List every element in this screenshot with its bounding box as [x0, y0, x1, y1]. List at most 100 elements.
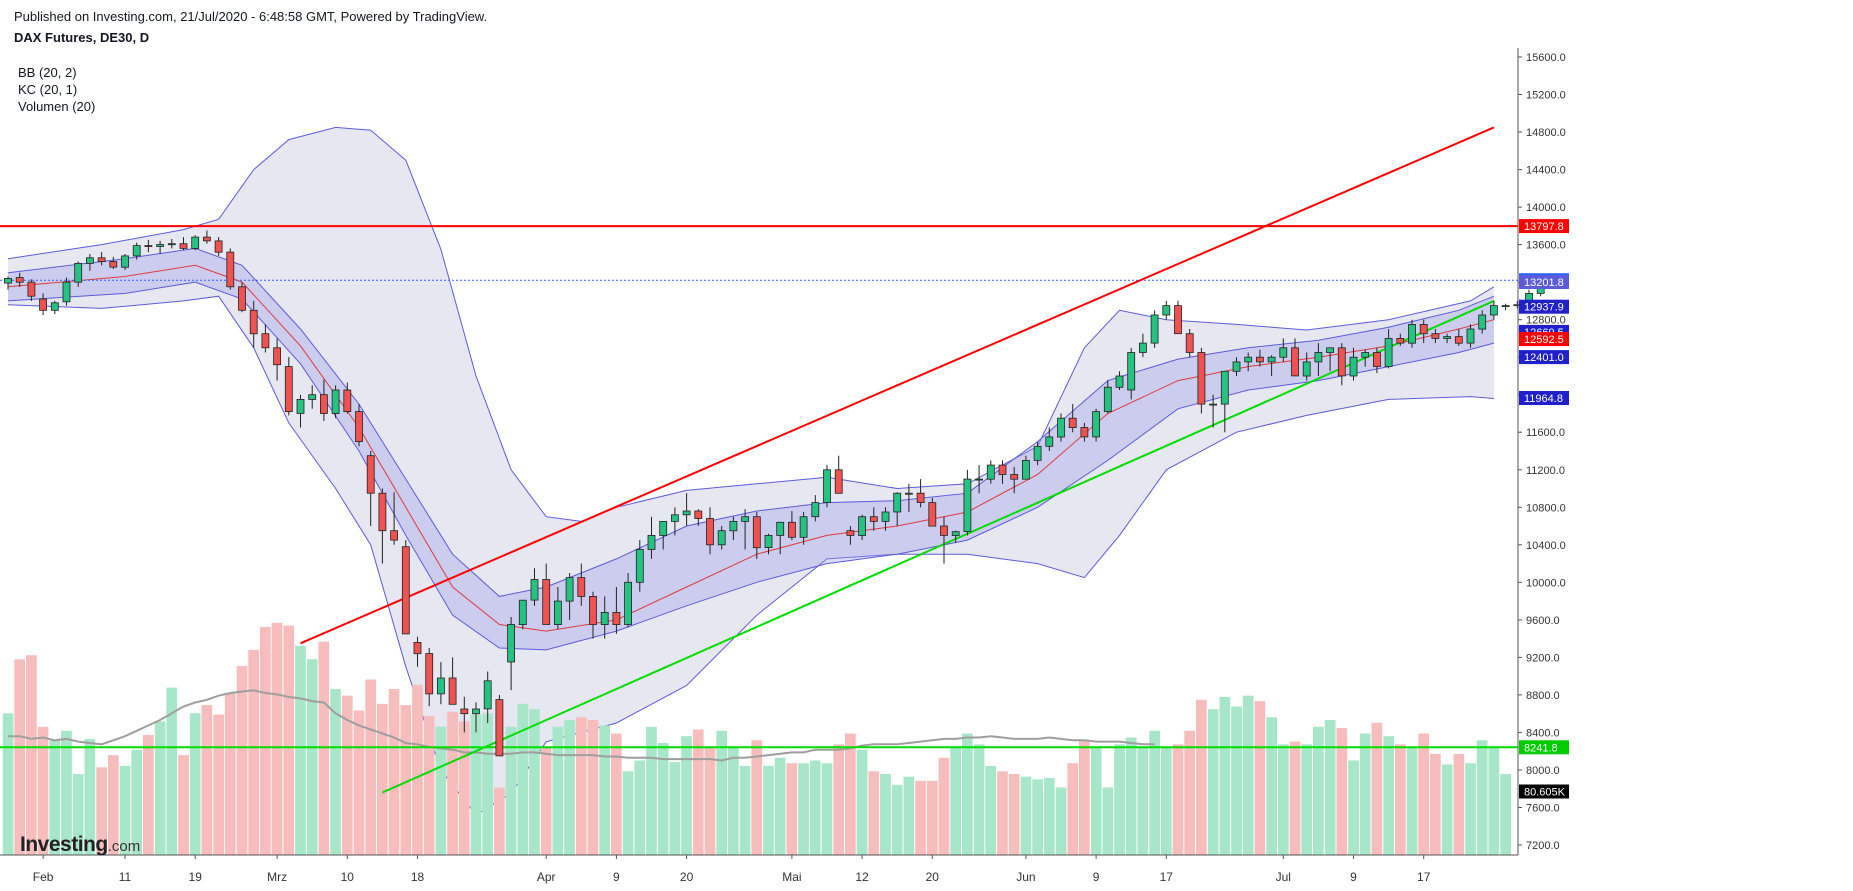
time-tick-label: 9 — [613, 870, 620, 884]
candle-body — [355, 411, 363, 443]
candle — [834, 455, 843, 494]
volume-bar — [377, 703, 388, 855]
candle — [1256, 349, 1264, 367]
volume-bar — [143, 734, 154, 856]
candle-body — [1501, 305, 1510, 308]
candle — [495, 694, 504, 757]
candle — [881, 507, 890, 531]
candle — [752, 512, 761, 559]
price-tick-label: 8400.0 — [1526, 727, 1560, 739]
bollinger-upper-line — [7, 126, 1495, 522]
volume-bar — [1114, 744, 1125, 855]
price-label-text: 11964.8 — [1524, 393, 1563, 405]
candle — [448, 657, 457, 705]
candle — [1291, 338, 1299, 377]
price-tick-label: 8000.0 — [1526, 765, 1560, 777]
candle — [530, 568, 539, 606]
volume-bar — [1465, 763, 1476, 855]
volume-bar — [1430, 753, 1441, 856]
candle — [1326, 347, 1334, 372]
legend-volume[interactable]: Volumen (20) — [18, 99, 96, 114]
investing-logo[interactable]: Investing.com — [20, 833, 140, 857]
candle — [706, 507, 714, 555]
volume-bar — [915, 780, 926, 856]
candle-body — [436, 677, 445, 695]
candle-body — [682, 510, 691, 516]
candle-body — [577, 577, 586, 597]
volume-bar — [447, 711, 458, 855]
candle — [788, 511, 796, 541]
legend-keltner[interactable]: KC (20, 1) — [18, 82, 78, 97]
volume-bar — [774, 757, 786, 855]
candle-body — [179, 243, 188, 249]
candle-body — [694, 510, 703, 519]
volume-bar — [716, 730, 727, 855]
volume-bar — [973, 744, 985, 855]
price-label-tag[interactable]: 13201.8 — [1519, 275, 1569, 289]
candle — [191, 235, 200, 251]
candle-body — [612, 612, 621, 626]
volume-bar — [903, 776, 915, 855]
candle — [1010, 466, 1019, 494]
candle — [1080, 422, 1089, 442]
candle-body — [1373, 352, 1381, 368]
candle — [764, 533, 773, 555]
price-label-tag[interactable]: 11964.8 — [1519, 391, 1569, 405]
candle-body — [1256, 356, 1264, 363]
candle-body — [1431, 333, 1440, 339]
candle-body — [226, 251, 235, 288]
candle-body — [1291, 347, 1299, 377]
volume-bar — [1032, 779, 1043, 855]
time-tick-label: Jul — [1276, 870, 1291, 884]
volume-bar — [1196, 699, 1207, 856]
candle — [1454, 329, 1463, 346]
volume-bar — [1488, 747, 1500, 855]
volume-bar — [540, 747, 552, 855]
price-tick-label: 9200.0 — [1526, 652, 1560, 664]
price-label-tag[interactable]: 13797.8 — [1519, 219, 1569, 234]
candle — [1045, 427, 1054, 451]
volume-bar — [1102, 787, 1114, 855]
candle-body — [1033, 445, 1042, 461]
candle-body — [1490, 305, 1498, 316]
price-label-tag[interactable]: 80.605K — [1519, 784, 1569, 799]
price-label-tag[interactable]: 12401.0 — [1519, 350, 1569, 365]
volume-bar — [1020, 776, 1032, 855]
price-tick-label: 14800.0 — [1526, 127, 1566, 139]
volume-bar — [84, 738, 96, 855]
candle-body — [764, 535, 773, 549]
volume-bar — [564, 720, 575, 855]
candle — [109, 256, 118, 269]
price-label-tag[interactable]: 12937.9 — [1519, 299, 1569, 314]
candle — [1431, 329, 1440, 344]
candle — [1103, 380, 1112, 414]
candle — [612, 587, 621, 634]
volume-bar — [1383, 736, 1394, 855]
candle-body — [15, 277, 24, 283]
candle-body — [425, 653, 434, 695]
price-tick-label: 13600.0 — [1526, 240, 1566, 252]
candle-body — [518, 599, 527, 626]
price-label-bg — [1519, 391, 1569, 405]
candle — [15, 272, 24, 287]
candle — [986, 460, 995, 484]
price-label-tag[interactable]: 12592.5 — [1519, 332, 1569, 347]
candle-body — [940, 525, 948, 536]
volume-bar — [1289, 741, 1301, 855]
candle-body — [50, 302, 59, 311]
price-tick-label: 14000.0 — [1526, 202, 1566, 214]
candle-body — [495, 699, 504, 757]
candle — [659, 521, 668, 550]
legend-bollinger[interactable]: BB (20, 2) — [18, 65, 77, 80]
candle-body — [4, 277, 12, 284]
volume-bar — [1476, 740, 1488, 856]
candle — [1373, 347, 1381, 374]
volume-bar — [14, 659, 25, 856]
volume-bar — [962, 733, 973, 855]
price-tick-label: 15200.0 — [1526, 90, 1566, 102]
price-label-tag[interactable]: 8241.8 — [1519, 740, 1569, 755]
candle — [401, 540, 410, 635]
volume-bar — [657, 743, 669, 856]
volume-bar — [248, 649, 259, 855]
